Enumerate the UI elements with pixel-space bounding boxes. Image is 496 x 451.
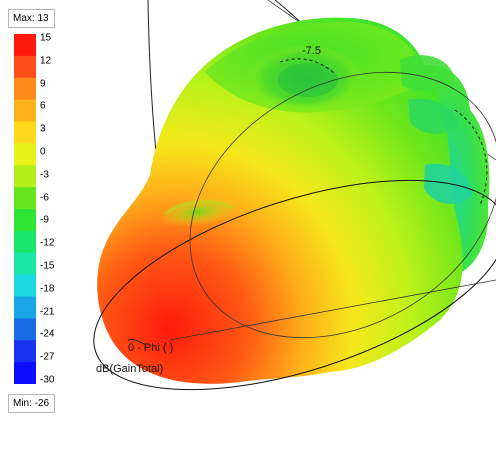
color-scale-tick-label: -30 [40,374,55,386]
color-scale-tick-label: -9 [40,214,49,226]
color-scale-segment [14,274,36,297]
color-scale-tick-label: -27 [40,351,55,363]
color-scale-tick-label: -15 [40,260,55,272]
color-scale-tick-label: 6 [40,100,46,112]
color-scale-tick-label: 9 [40,78,46,90]
color-scale-bar [14,34,36,384]
color-scale-tick-label: 12 [40,55,52,67]
color-scale-segment [14,55,36,79]
dashed-angle-arc [279,58,336,75]
right-bulge-2 [408,98,458,134]
angle-label: -7.5 [302,45,321,57]
min-value-box: Min: -26 [8,394,55,413]
color-scale-tick-label: -12 [40,237,55,249]
color-scale-segment [14,340,36,363]
axis-circles-front [93,58,496,391]
slot-shadow [164,200,233,216]
main-lobe [97,17,463,384]
color-scale-segment [14,187,36,210]
min-value-label: Min: -26 [13,398,50,409]
color-scale-segment [14,143,36,166]
gain-pattern-body [97,17,490,384]
phi-label: 0 - Phi ( ) [128,342,174,354]
color-scale-tick-label: 3 [40,123,46,135]
color-scale-segment [14,252,36,276]
color-scale-tick-label: -3 [40,169,49,181]
color-scale-segment [14,209,36,232]
color-scale-segment [14,296,36,319]
color-scale-segment [14,362,36,384]
color-scale-segment [14,99,36,122]
color-scale-segment [14,230,36,254]
x-axis-line [169,279,496,341]
color-scale-tick-label: 0 [40,146,46,158]
top-hollow-inner [278,63,338,97]
color-scale-segment [14,121,36,144]
color-scale-tick-label: -6 [40,192,49,204]
max-value-box: Max: 13 [8,9,55,28]
color-scale-tick-label: -24 [40,328,55,340]
color-scale-segment [14,77,36,101]
right-bulge-1 [400,55,455,91]
max-value-label: Max: 13 [13,13,49,24]
horizontal-great-circle [93,179,496,391]
inner-ring [189,71,496,339]
phi-marker [127,339,147,346]
color-scale-tick-label: 15 [40,32,52,44]
color-scale-tick-label: -21 [40,306,55,318]
color-scale-segment [14,318,36,341]
quantity-label: dB(GainTotal) [96,363,164,375]
color-scale-tick-label: -18 [40,283,55,295]
color-scale-segment [14,165,36,188]
color-scale-segment [14,34,36,57]
